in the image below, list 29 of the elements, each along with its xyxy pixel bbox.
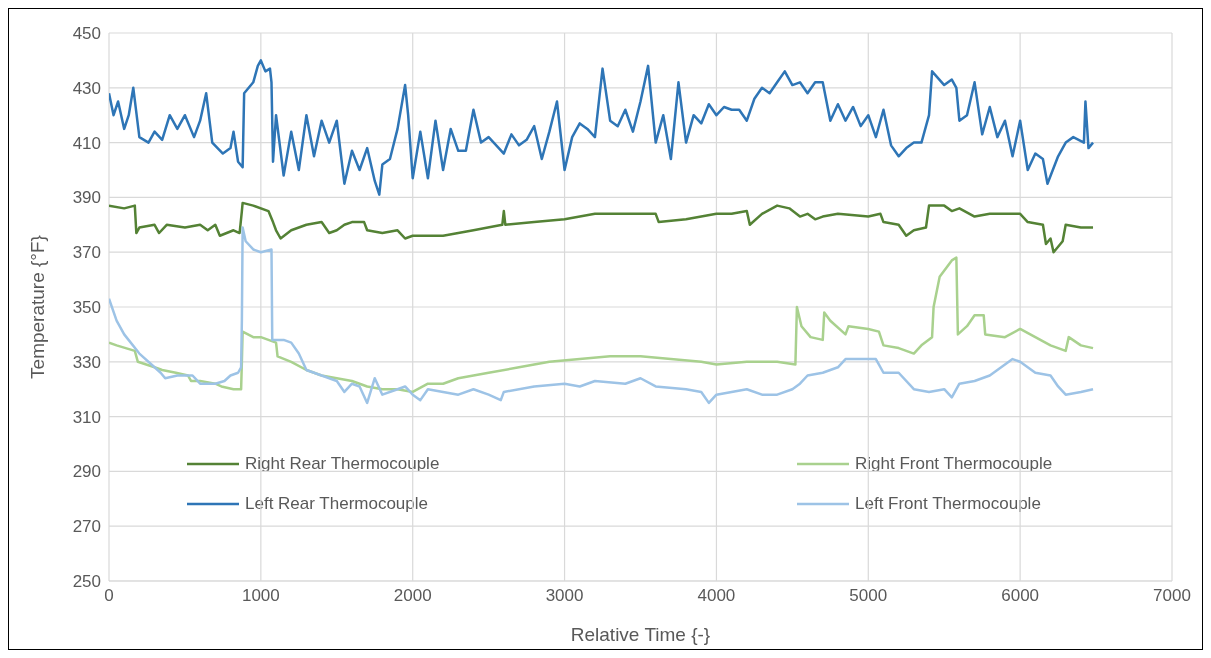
y-tick-label: 410 (72, 133, 101, 153)
line-series (109, 226, 1095, 405)
y-tick-label: 310 (72, 407, 101, 427)
y-tick-label: 430 (72, 78, 101, 98)
y-tick-label: 450 (72, 24, 101, 44)
x-tick-label: 1000 (241, 586, 280, 606)
line-series (109, 256, 1095, 394)
legend-label: Right Rear Thermocouple (245, 454, 440, 474)
x-tick-label: 2000 (393, 586, 432, 606)
line-series (109, 59, 1095, 196)
x-tick-label: 0 (104, 586, 114, 606)
line-series (109, 201, 1095, 254)
y-tick-label: 370 (72, 243, 101, 263)
x-tick-label: 4000 (697, 586, 736, 606)
y-axis-title: Temperature {°F} (26, 235, 48, 379)
y-tick-label: 250 (72, 572, 101, 592)
legend-label: Left Front Thermocouple (855, 494, 1041, 514)
y-tick-label: 390 (72, 188, 101, 208)
legend-label: Left Rear Thermocouple (245, 494, 429, 514)
y-tick-label: 290 (72, 462, 101, 482)
y-tick-label: 330 (72, 352, 101, 372)
legend-label: Right Front Thermocouple (855, 454, 1053, 474)
x-tick-label: 7000 (1153, 586, 1191, 606)
x-tick-label: 6000 (1001, 586, 1040, 606)
y-tick-label: 270 (72, 517, 101, 537)
x-tick-label: 5000 (849, 586, 888, 606)
y-tick-label: 350 (72, 298, 101, 318)
x-tick-label: 3000 (545, 586, 584, 606)
x-axis-title: Relative Time {-} (570, 624, 711, 645)
